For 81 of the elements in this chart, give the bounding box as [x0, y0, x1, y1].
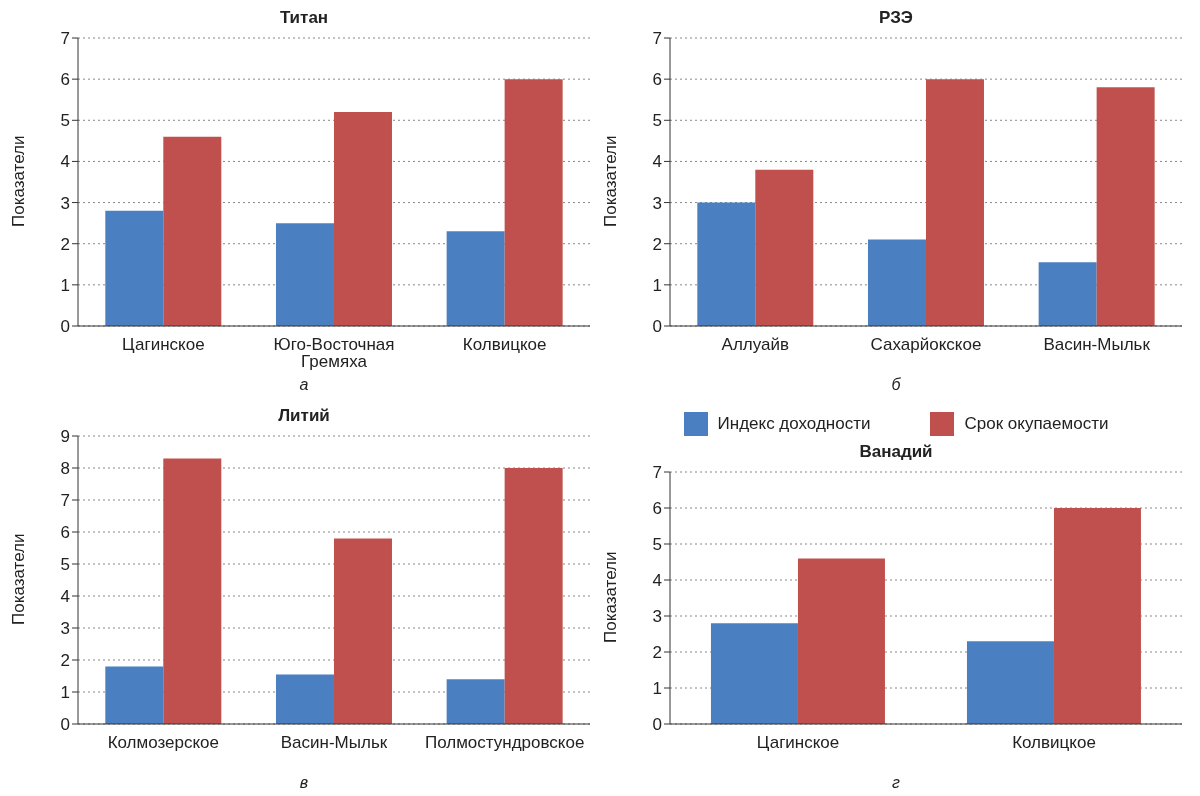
bar — [333, 538, 392, 724]
bar — [797, 558, 885, 724]
y-tick-label: 1 — [60, 683, 70, 703]
bar — [446, 679, 505, 724]
y-tick-label: 0 — [652, 715, 662, 735]
y-tick-label: 2 — [652, 234, 662, 254]
x-tick-label: Васин-Мыльк — [280, 733, 388, 753]
y-tick-label: 6 — [60, 70, 70, 90]
x-tick-label: Цагинское — [756, 733, 840, 753]
y-axis-title: Показатели — [9, 135, 29, 227]
y-tick-label: 3 — [652, 193, 662, 213]
bar — [163, 136, 222, 326]
y-tick-label: 4 — [652, 152, 662, 172]
y-tick-label: 2 — [60, 651, 70, 671]
y-tick-label: 5 — [652, 111, 662, 131]
x-tick-label: Юго-Восточная Гремяха — [273, 335, 395, 372]
bar — [867, 239, 926, 326]
text: в — [298, 774, 310, 793]
bar — [755, 169, 814, 326]
bar — [163, 458, 222, 724]
bar — [1053, 508, 1141, 724]
y-tick-label: 0 — [652, 317, 662, 337]
chart-title: Литий — [277, 406, 331, 427]
x-tick-label: Аллуайв — [721, 335, 790, 355]
x-tick-label: Колвицкое — [462, 335, 547, 355]
y-tick-label: 7 — [652, 463, 662, 483]
chart-title: РЗЭ — [878, 8, 914, 29]
y-axis-title: Показатели — [9, 533, 29, 625]
bar — [925, 79, 984, 326]
x-tick-label: Цагинское — [122, 335, 205, 355]
bar — [966, 641, 1054, 724]
y-tick-label: 1 — [60, 275, 70, 295]
text: а — [298, 376, 310, 395]
bar — [446, 231, 505, 326]
bar — [697, 202, 756, 326]
y-tick-label: 7 — [60, 29, 70, 49]
bar — [504, 468, 563, 724]
y-tick-label: 6 — [60, 523, 70, 543]
y-axis-title: Показатели — [601, 135, 621, 227]
y-tick-label: 3 — [652, 607, 662, 627]
y-tick-label: 1 — [652, 679, 662, 699]
text: г — [891, 774, 901, 793]
chart-title: Титан — [278, 8, 330, 29]
y-tick-label: 1 — [652, 275, 662, 295]
y-tick-label: 7 — [60, 491, 70, 511]
bar — [1038, 262, 1097, 326]
y-tick-label: 2 — [652, 643, 662, 663]
bar — [710, 623, 798, 724]
text: б — [890, 376, 902, 395]
bar — [105, 210, 164, 326]
y-tick-label: 0 — [60, 715, 70, 735]
legend-label: Срок окупаемости — [964, 414, 1109, 434]
bar — [105, 666, 164, 724]
y-tick-label: 4 — [60, 587, 70, 607]
bar — [333, 112, 392, 326]
x-tick-label: Полмостундровское — [424, 733, 585, 753]
y-tick-label: 4 — [652, 571, 662, 591]
y-tick-label: 2 — [60, 234, 70, 254]
y-tick-label: 5 — [60, 111, 70, 131]
y-axis-title: Показатели — [601, 551, 621, 643]
y-tick-label: 5 — [60, 555, 70, 575]
bar — [275, 674, 334, 724]
y-tick-label: 6 — [652, 499, 662, 519]
y-tick-label: 6 — [652, 70, 662, 90]
y-tick-label: 8 — [60, 459, 70, 479]
bar — [504, 79, 563, 326]
x-tick-label: Колмозерское — [107, 733, 220, 753]
bar — [1096, 87, 1155, 326]
y-tick-label: 0 — [60, 317, 70, 337]
y-tick-label: 9 — [60, 427, 70, 447]
chart-title: Ванадий — [858, 442, 934, 463]
legend-label: Индекс доходности — [717, 414, 871, 434]
x-tick-label: Васин-Мыльк — [1043, 335, 1151, 355]
x-tick-label: Сахарйокское — [870, 335, 982, 355]
y-tick-label: 3 — [60, 193, 70, 213]
y-tick-label: 7 — [652, 29, 662, 49]
bar — [275, 223, 334, 326]
y-tick-label: 5 — [652, 535, 662, 555]
y-tick-label: 4 — [60, 152, 70, 172]
y-tick-label: 3 — [60, 619, 70, 639]
x-tick-label: Колвицкое — [1012, 733, 1096, 753]
